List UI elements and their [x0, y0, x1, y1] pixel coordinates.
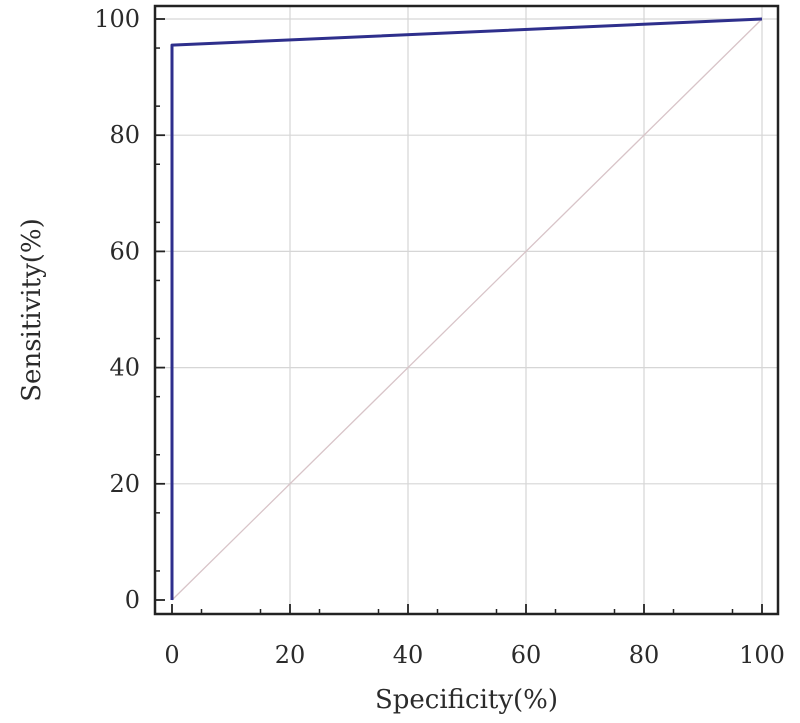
- grid: [155, 6, 778, 614]
- y-tick-label: 60: [109, 237, 140, 265]
- y-axis: 0 20 40 60 80 100: [94, 5, 165, 614]
- plot-area-frame: [153, 4, 780, 616]
- x-tick-label: 60: [511, 641, 542, 669]
- y-tick-label: 0: [125, 586, 140, 614]
- x-axis: 0 20 40 60 80 100: [164, 604, 785, 669]
- minor-ticks: [155, 47, 734, 614]
- x-tick-label: 20: [275, 641, 306, 669]
- y-tick-label: 40: [109, 354, 140, 382]
- roc-curve-line: [170, 17, 763, 600]
- x-axis-label: Specificity(%): [375, 685, 558, 715]
- y-tick-label: 20: [109, 470, 140, 498]
- reference-diagonal-line: [171, 18, 763, 601]
- y-tick-label: 100: [94, 5, 140, 33]
- y-tick-label: 80: [109, 121, 140, 149]
- x-tick-label: 100: [739, 641, 785, 669]
- x-tick-label: 0: [164, 641, 179, 669]
- x-tick-label: 40: [393, 641, 424, 669]
- y-axis-label: Sensitivity(%): [17, 218, 47, 402]
- x-tick-label: 80: [629, 641, 660, 669]
